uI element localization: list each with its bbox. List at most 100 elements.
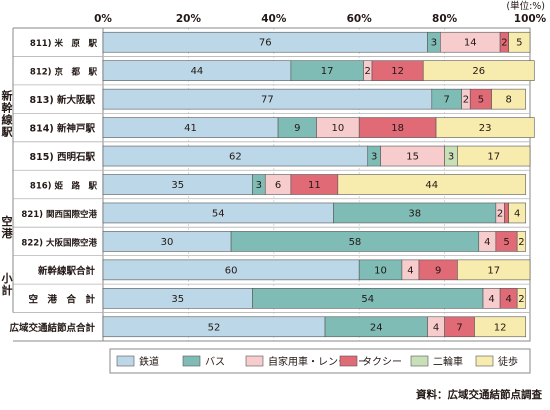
group-label: 駅 [1,125,13,138]
x-tick-label: 80% [432,13,458,25]
data-label: 3 [431,38,437,49]
data-label: 4 [488,294,494,305]
group-label: 空 [2,214,13,228]
legend-swatch [245,355,264,367]
data-label: 2 [501,38,507,49]
x-tick-label: 0% [94,13,112,25]
category-label: 821) 関西国際空港 [21,209,97,220]
x-tick-label: 20% [176,13,202,25]
data-label: 4 [514,208,520,219]
category-label: 815) 西明石駅 [30,152,96,163]
data-label: 35 [171,180,184,191]
data-label: 3 [371,152,377,163]
legend-swatch [410,355,429,367]
bar-segment [474,316,527,338]
category-label: 空 港 合 計 [28,293,95,305]
x-tick-label: 40% [261,13,287,25]
data-label: 15 [406,152,419,163]
data-label: 3 [256,180,262,191]
data-label: 17 [487,265,500,276]
data-label: 2 [365,66,371,77]
data-label: 7 [456,322,462,333]
data-label: 30 [161,237,174,248]
legend-box [109,348,531,374]
data-label: 60 [225,265,238,276]
data-label: 2 [518,294,524,305]
group-label: 線 [2,112,13,126]
data-label: 38 [408,208,421,219]
category-label: 822) 大阪国際空港 [21,237,97,248]
bar-segment [457,145,531,167]
bar-segment [516,288,527,309]
legend-swatch [475,355,494,367]
data-label: 9 [294,123,300,134]
category-label: 814) 新神戸駅 [30,123,96,135]
legend-label: 二輪車 [433,355,463,368]
data-label: 17 [487,152,500,163]
group-label: 計 [2,283,13,297]
data-label: 4 [433,322,439,333]
data-label: 4 [407,265,413,276]
group-label: 新 [2,88,13,102]
legend-label: バス [205,356,225,368]
category-label: 812) 京 都 駅 [30,67,98,78]
data-label: 6 [275,180,281,191]
category-label: 813) 新大阪駅 [30,94,96,106]
category-label: 新幹線駅合計 [38,265,96,277]
data-label: 12 [494,322,507,333]
group-label: 小 [1,271,13,285]
legend-swatch [116,355,135,367]
data-label: 18 [391,123,404,134]
data-label: 10 [331,123,344,134]
data-label: 52 [208,322,221,333]
data-label: 44 [425,180,438,191]
category-label: 816) 姫 路 駅 [30,181,98,192]
group-label: 幹 [2,100,13,114]
data-label: 7 [444,95,450,106]
group-label: 港 [2,226,14,240]
legend-label: 徒歩 [498,355,518,368]
data-label: 9 [435,265,441,276]
data-label: 11 [308,180,321,191]
data-label: 76 [259,38,272,49]
bar-segment [422,60,535,81]
legend-label: タクシー [362,356,402,368]
data-label: 5 [516,38,522,49]
data-label: 5 [478,95,484,106]
data-label: 77 [261,95,274,106]
legend-label: 鉄道 [139,355,159,368]
bar-segment [457,259,531,281]
data-label: 54 [361,294,374,305]
x-tick-label: 60% [347,13,373,25]
x-tick-label: 100% [514,13,547,25]
data-label: 2 [463,95,469,106]
category-label: 811) 米 原 駅 [30,38,98,49]
bar-segment [337,174,527,195]
data-label: 23 [479,123,492,134]
legend-swatch [182,355,201,367]
data-label: 10 [374,265,387,276]
data-label: 14 [464,38,477,49]
data-label: 12 [391,66,404,77]
legend-swatch [339,355,358,367]
data-label: 8 [505,95,511,106]
bar-segment [491,88,527,110]
data-label: 54 [212,208,225,219]
source-note: 資料：広域交通結節点調査 [416,388,542,401]
data-label: 35 [171,294,184,305]
data-label: 44 [191,66,204,77]
data-label: 2 [497,208,503,219]
bar-segment [516,231,527,252]
data-label: 5 [503,237,509,248]
data-label: 58 [349,237,362,248]
bar-segment [435,117,535,138]
data-label: 24 [370,322,383,333]
bar-segment [508,31,531,53]
data-label: 4 [505,294,511,305]
data-label: 17 [321,66,334,77]
unit-label: (単位:%) [506,0,545,12]
data-label: 4 [484,237,490,248]
bar-segment [508,202,527,224]
